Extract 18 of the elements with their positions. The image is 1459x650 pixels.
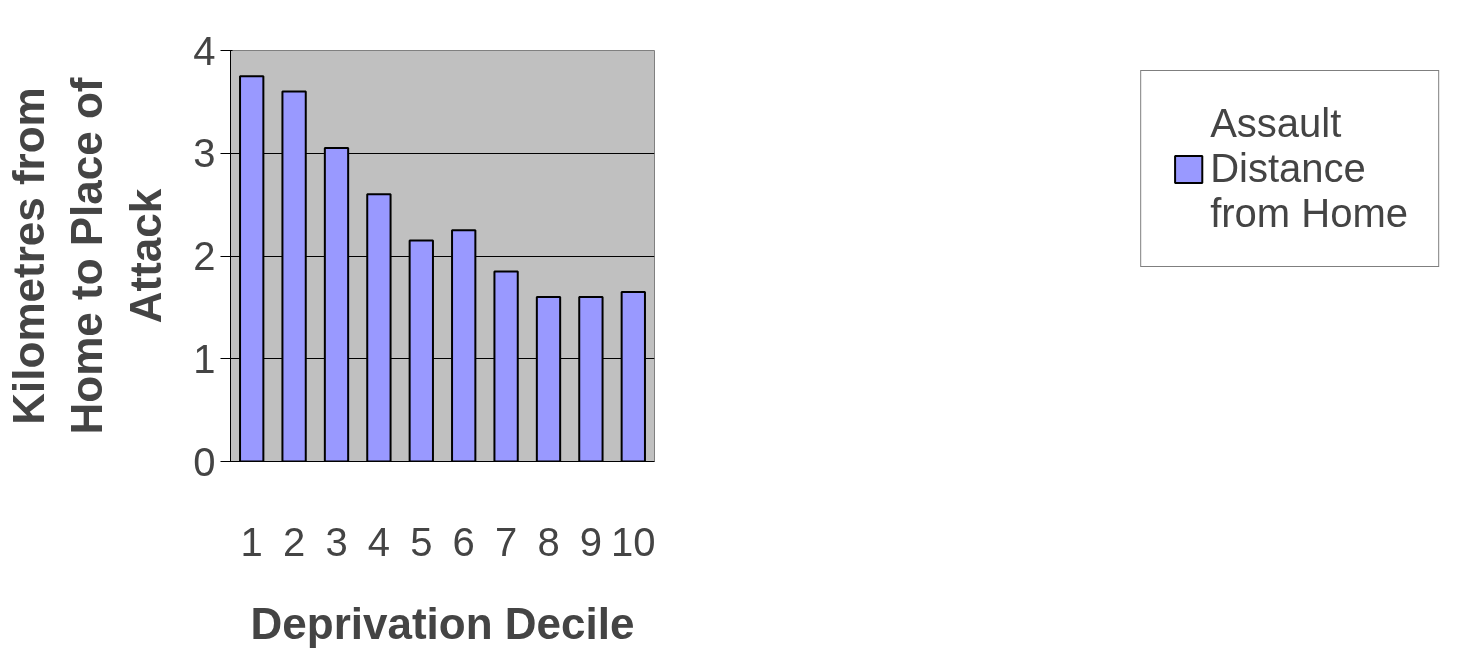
x-tick-label: 4 [367, 519, 391, 564]
y-tick-label: 3 [193, 131, 216, 176]
y-tick-label: 4 [193, 28, 216, 73]
y-tick-label: 0 [193, 439, 216, 484]
y-tick-label: 2 [193, 234, 216, 278]
x-tick-label: 8 [537, 519, 560, 564]
x-tick-label: 9 [579, 519, 603, 564]
x-tick-label: 5 [410, 519, 433, 564]
y-tick-label: 1 [193, 336, 216, 381]
x-tick-label: 3 [325, 519, 348, 564]
legend-label: Assault Distance from Home [1210, 101, 1408, 236]
y-axis-title: Kilometres from Home to Place of Attack [3, 77, 171, 435]
x-tick-label: 2 [282, 519, 306, 564]
x-tick-label: 7 [494, 519, 518, 564]
x-tick-label: 1 [240, 519, 263, 564]
x-axis-title: Deprivation Decile [250, 598, 635, 648]
x-tick-label: 10 [611, 519, 656, 564]
x-tick-label: 6 [452, 519, 475, 564]
